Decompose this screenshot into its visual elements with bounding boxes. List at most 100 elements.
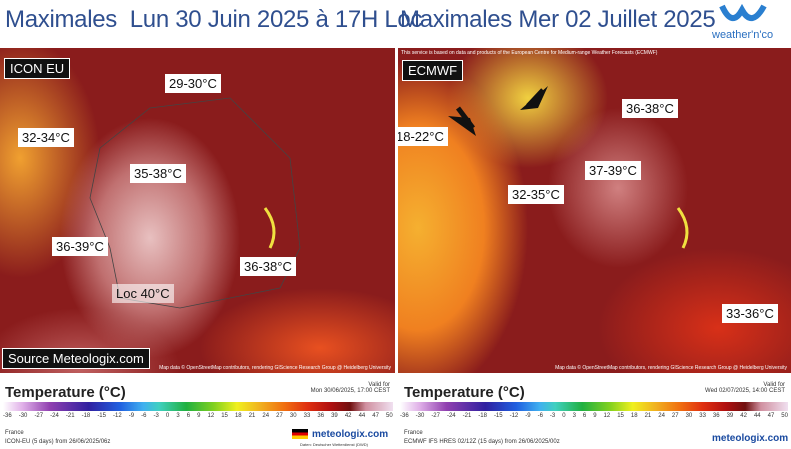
- valid-time: Mon 30/06/2025, 17:00 CEST: [310, 388, 390, 394]
- credit: Daten: Deutscher Wetterdienst (DWD): [300, 442, 368, 447]
- scale-label: 27: [671, 413, 679, 419]
- scale-label: -12: [113, 413, 122, 419]
- scale-label: 3: [176, 413, 180, 419]
- temp-label: 29-30°C: [165, 74, 221, 93]
- scale-label: -36: [3, 413, 12, 419]
- flag: [292, 429, 308, 439]
- valid: Valid for Mon 30/06/2025, 17:00 CEST: [311, 382, 390, 394]
- legend-title: Temperature (°C): [5, 384, 126, 401]
- scale: -36 -30 -27 -24 -21 -18 -15 -12 -9 -6 -3 0 3 6 9 12 15 18…: [3, 413, 393, 419]
- scale-label: 6: [582, 413, 587, 419]
- scale-label: 36: [712, 413, 720, 419]
- scale-label: 21: [644, 413, 652, 419]
- model-tag: ICON EU: [4, 58, 71, 79]
- scale-label: 47: [767, 413, 775, 419]
- legend-title: Temperature (°C): [404, 384, 525, 401]
- ecmwf-map: This service is based on data and produc…: [398, 48, 791, 373]
- scale-label: 27: [276, 413, 283, 419]
- scale-label: 21: [248, 413, 256, 419]
- temp-label: 37-39°C: [585, 161, 641, 180]
- temp-label: 36-38°C: [622, 99, 678, 118]
- scale-label: -21: [65, 413, 75, 419]
- temp-label: Loc 40°C: [112, 284, 174, 303]
- scale-label: -6: [141, 413, 147, 419]
- temp-label: 18-22°C: [398, 127, 448, 146]
- logo-icon: [719, 3, 767, 21]
- map-arrows: [448, 86, 689, 249]
- scale-label: -27: [34, 413, 44, 419]
- right-title: Maximales Mer 02 Juillet 2025: [400, 6, 716, 33]
- scale-label: 0: [562, 413, 566, 419]
- scale-label: 33: [699, 413, 706, 419]
- run: ECMWF IFS HRES 02/12Z (15 days) from 26/…: [404, 439, 560, 445]
- scale-label: 18: [234, 413, 242, 419]
- scale-label: -3: [153, 413, 159, 419]
- scale-label: 44: [753, 413, 761, 419]
- scale-label: 50: [781, 413, 788, 419]
- scale-label: 42: [740, 413, 747, 419]
- scale-label: 42: [344, 413, 352, 419]
- logo-text: weather'n'co: [712, 29, 774, 41]
- run: ICON-EU (5 days) from 26/06/2025/06z: [5, 439, 111, 445]
- scale-label: 30: [289, 413, 297, 419]
- brand: meteologix.com: [312, 429, 389, 440]
- scale-label: 30: [685, 413, 693, 419]
- scale-label: 39: [331, 413, 338, 419]
- region: France: [404, 430, 423, 436]
- scale-label: 12: [207, 413, 215, 419]
- scale: -36 -30 -27 -24 -21 -18 -15 -12 -9 -6 -3 0 3 6 9 12 15 18…: [400, 413, 788, 419]
- brand: meteologix.com: [712, 433, 789, 444]
- scale-label: -12: [509, 413, 519, 419]
- scale-label: -30: [18, 413, 28, 419]
- scale-label: -9: [525, 413, 531, 419]
- valid: Valid for Wed 02/07/2025, 14:00 CEST: [705, 382, 785, 394]
- temp-label: 36-39°C: [52, 237, 108, 256]
- scale-label: -30: [415, 413, 425, 419]
- left-title: Maximales Lun 30 Juin 2025 à 17H Loc: [5, 6, 423, 33]
- scale-label: 36: [317, 413, 325, 419]
- scale-label: 33: [303, 413, 311, 419]
- scale-label: -36: [400, 413, 409, 419]
- scale-label: 3: [572, 413, 576, 419]
- scale-label: -15: [97, 413, 106, 419]
- scale-label: -24: [446, 413, 456, 419]
- scale-label: 47: [372, 413, 379, 419]
- icon-map: ICON EU 29-30°C 32-34°C 35-38°C 36-39°C …: [0, 48, 395, 373]
- scale-label: -18: [478, 413, 487, 419]
- attribution: Map data © OpenStreetMap contributors, r…: [555, 365, 787, 371]
- scale-label: 44: [358, 413, 366, 419]
- valid-time: Wed 02/07/2025, 14:00 CEST: [705, 388, 785, 394]
- valid-label: Valid for: [368, 382, 390, 388]
- scale-label: -9: [128, 413, 135, 419]
- scale-label: -21: [462, 413, 472, 419]
- scale-label: 18: [630, 413, 638, 419]
- scale-label: 9: [593, 413, 597, 419]
- scale-label: -24: [50, 413, 59, 419]
- scale-label: 0: [165, 413, 170, 419]
- color-bar: [400, 402, 788, 411]
- scale-label: -18: [81, 413, 91, 419]
- scale-label: 15: [221, 413, 228, 419]
- scale-label: 50: [386, 413, 393, 419]
- temp-label: 36-38°C: [240, 257, 296, 276]
- scale-label: 24: [658, 413, 665, 419]
- scale-label: -6: [537, 413, 543, 419]
- temp-label: 32-34°C: [18, 128, 74, 147]
- valid-label: Valid for: [763, 382, 785, 388]
- temp-label: 32-35°C: [508, 185, 564, 204]
- scale-label: -15: [493, 413, 503, 419]
- map-borders: [89, 97, 301, 309]
- notice: This service is based on data and produc…: [401, 50, 658, 56]
- scale-label: 39: [726, 413, 734, 419]
- scale-label: 6: [186, 413, 191, 419]
- scale-label: 9: [197, 413, 201, 419]
- scale-label: 24: [262, 413, 270, 419]
- temp-label: 33-36°C: [722, 304, 778, 323]
- scale-label: 15: [617, 413, 624, 419]
- region: France: [5, 430, 24, 436]
- scale-label: -27: [431, 413, 440, 419]
- source-tag: Source Meteologix.com: [2, 348, 150, 369]
- model-tag: ECMWF: [402, 60, 464, 81]
- scale-label: 12: [603, 413, 611, 419]
